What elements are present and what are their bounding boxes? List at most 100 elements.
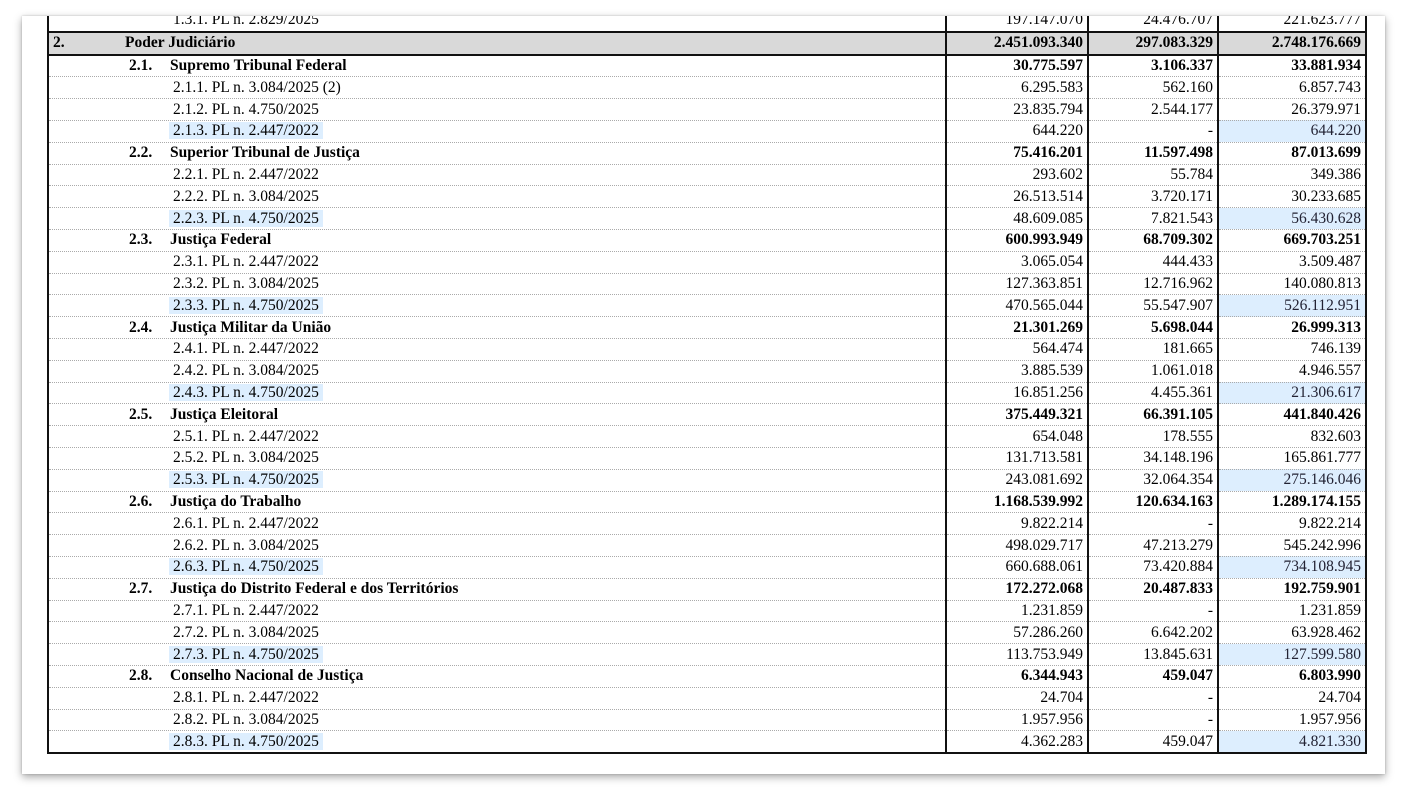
row-label: 2.5.1. PL n. 2.447/2022	[47, 425, 946, 448]
value-col-1: 4.362.283	[945, 730, 1088, 755]
table-row: 2.4.2. PL n. 3.084/2025 3.885.539 1.061.01…	[47, 360, 1367, 383]
value-col-1: 2.451.093.340	[945, 30, 1088, 56]
value-col-3: 63.928.462	[1217, 621, 1367, 645]
section-number: 2.4.	[129, 318, 153, 336]
row-label: 2.3.3. PL n. 4.750/2025	[47, 294, 946, 318]
value-col-3: 669.703.251	[1217, 229, 1367, 252]
value-col-1: 75.416.201	[945, 142, 1088, 165]
row-label-text: 2.2.2. PL n. 3.084/2025	[173, 187, 319, 205]
row-label: 2.6.2. PL n. 3.084/2025	[47, 534, 946, 557]
row-label-text: 2.6.2. PL n. 3.084/2025	[173, 536, 319, 554]
table-row: 2.7.1. PL n. 2.447/2022 1.231.859-1.231.8…	[47, 600, 1367, 623]
value-col-3: 275.146.046	[1217, 469, 1367, 492]
value-col-1: 6.295.583	[945, 76, 1088, 100]
section-row: 2.8. Conselho Nacional de Justiça 6.344.94…	[47, 665, 1367, 688]
row-label-text: 2.7.1. PL n. 2.447/2022	[173, 601, 319, 619]
value-col-2: -	[1087, 120, 1218, 143]
row-label-text: 2.6.3. PL n. 4.750/2025	[169, 558, 323, 576]
section-number: 2.7.	[129, 580, 153, 598]
value-col-2: 6.642.202	[1087, 621, 1218, 645]
value-col-3: 127.599.580	[1217, 643, 1367, 666]
section-label: 2.1. Supremo Tribunal Federal	[47, 54, 946, 78]
row-label-text: 2.3.1. PL n. 2.447/2022	[173, 253, 319, 271]
value-col-3: 832.603	[1217, 425, 1367, 448]
table-row: 2.1.1. PL n. 3.084/2025 (2) 6.295.583 562.…	[47, 76, 1367, 100]
table-row: 2.1.3. PL n. 2.447/2022 644.220-644.220	[47, 120, 1367, 143]
row-label-text: 2.5.3. PL n. 4.750/2025	[169, 471, 323, 489]
section-label: 2.3. Justiça Federal	[47, 229, 946, 252]
value-col-1: 498.029.717	[945, 534, 1088, 557]
value-col-1: 30.775.597	[945, 54, 1088, 78]
value-col-1: 127.363.851	[945, 273, 1088, 296]
row-label: 2.3.2. PL n. 3.084/2025	[47, 273, 946, 296]
value-col-2: 1.061.018	[1087, 360, 1218, 383]
row-label: 2.7.2. PL n. 3.084/2025	[47, 621, 946, 645]
value-col-1: 1.957.956	[945, 709, 1088, 732]
row-label: 2.4.2. PL n. 3.084/2025	[47, 360, 946, 383]
row-label: 2.3.1. PL n. 2.447/2022	[47, 251, 946, 274]
value-col-2: 444.433	[1087, 251, 1218, 274]
value-col-1: 131.713.581	[945, 447, 1088, 470]
value-col-3: 4.946.557	[1217, 360, 1367, 383]
value-col-3: 221.623.777	[1217, 16, 1367, 33]
value-col-2: 7.821.543	[1087, 207, 1218, 230]
value-col-2: 13.845.631	[1087, 643, 1218, 666]
table-row: 2.3.2. PL n. 3.084/2025 127.363.851 12.716…	[47, 273, 1367, 296]
section-title: Supremo Tribunal Federal	[170, 56, 347, 74]
row-label-text: 2.1.1. PL n. 3.084/2025 (2)	[173, 78, 341, 96]
row-label: 2.2.2. PL n. 3.084/2025	[47, 185, 946, 209]
section-title: Justiça Eleitoral	[170, 405, 279, 423]
value-col-2: 73.420.884	[1087, 556, 1218, 579]
value-col-1: 470.565.044	[945, 294, 1088, 318]
section-title: Justiça Federal	[170, 231, 272, 249]
section-number: 2.6.	[129, 492, 153, 510]
value-col-1: 1.168.539.992	[945, 491, 1088, 514]
row-label: 2.4.3. PL n. 4.750/2025	[47, 382, 946, 405]
value-col-3: 1.957.956	[1217, 709, 1367, 732]
row-label-text: 2.3.3. PL n. 4.750/2025	[169, 296, 323, 314]
row-label: 2.6.3. PL n. 4.750/2025	[47, 556, 946, 579]
table-row: 2.4.1. PL n. 2.447/2022 564.474 181.665 746…	[47, 338, 1367, 361]
row-label: 2.7.1. PL n. 2.447/2022	[47, 600, 946, 623]
table-row: 2.8.3. PL n. 4.750/2025 4.362.283 459.047 4…	[47, 730, 1367, 755]
row-label: 2.5.3. PL n. 4.750/2025	[47, 469, 946, 492]
row-label-text: 2.5.1. PL n. 2.447/2022	[173, 427, 319, 445]
value-col-2: 3.720.171	[1087, 185, 1218, 209]
table-row: 2.5.1. PL n. 2.447/2022 654.048 178.555 832…	[47, 425, 1367, 448]
table-row: 2.3.3. PL n. 4.750/2025 470.565.044 55.547…	[47, 294, 1367, 318]
value-col-2: 120.634.163	[1087, 491, 1218, 514]
row-label: 2.6.1. PL n. 2.447/2022	[47, 512, 946, 536]
value-col-1: 197.147.070	[945, 16, 1088, 33]
value-col-1: 9.822.214	[945, 512, 1088, 536]
value-col-3: 349.386	[1217, 164, 1367, 187]
value-col-3: 87.013.699	[1217, 142, 1367, 165]
row-label: 2.1.1. PL n. 3.084/2025 (2)	[47, 76, 946, 100]
row-label-text: 2.8.1. PL n. 2.447/2022	[173, 689, 319, 707]
value-col-2: -	[1087, 709, 1218, 732]
section-label: 2.8. Conselho Nacional de Justiça	[47, 665, 946, 688]
section-label: 2.4. Justiça Militar da União	[47, 316, 946, 339]
value-col-1: 375.449.321	[945, 403, 1088, 427]
value-col-1: 26.513.514	[945, 185, 1088, 209]
value-col-3: 1.289.174.155	[1217, 491, 1367, 514]
value-col-1: 293.602	[945, 164, 1088, 187]
value-col-2: 68.709.302	[1087, 229, 1218, 252]
table-row: 2.2.1. PL n. 2.447/2022 293.602 55.784 349.…	[47, 164, 1367, 187]
value-col-3: 24.704	[1217, 687, 1367, 710]
table-row: 2.6.1. PL n. 2.447/2022 9.822.214-9.822.2…	[47, 512, 1367, 536]
row-label: 2.2.1. PL n. 2.447/2022	[47, 164, 946, 187]
value-col-1: 16.851.256	[945, 382, 1088, 405]
value-col-2: -	[1087, 512, 1218, 536]
value-col-2: -	[1087, 600, 1218, 623]
section-row: 2.5. Justiça Eleitoral 375.449.321 66.391.1…	[47, 403, 1367, 427]
value-col-2: 11.597.498	[1087, 142, 1218, 165]
row-label-text: 2.2.3. PL n. 4.750/2025	[169, 209, 323, 227]
value-col-1: 600.993.949	[945, 229, 1088, 252]
section-title: Justiça Militar da União	[170, 318, 332, 336]
value-col-3: 3.509.487	[1217, 251, 1367, 274]
row-label: 2.2.3. PL n. 4.750/2025	[47, 207, 946, 230]
value-col-2: 4.455.361	[1087, 382, 1218, 405]
value-col-3: 1.231.859	[1217, 600, 1367, 623]
table-row: 2.4.3. PL n. 4.750/2025 16.851.256 4.455.3…	[47, 382, 1367, 405]
table-row: 2.5.3. PL n. 4.750/2025 243.081.692 32.064…	[47, 469, 1367, 492]
